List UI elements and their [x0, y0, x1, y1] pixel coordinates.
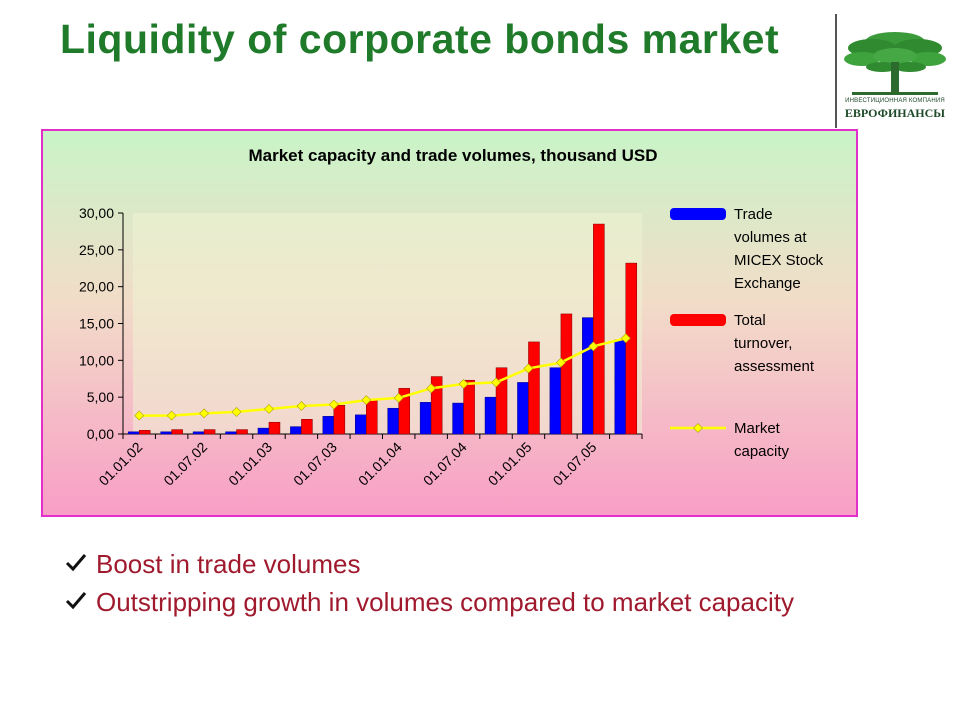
market-capacity-point	[199, 408, 210, 419]
market-capacity-point	[588, 341, 599, 352]
bar-micex	[290, 426, 302, 435]
chart-container: Market capacity and trade volumes, thous…	[41, 129, 858, 517]
bar-total-turnover	[268, 421, 281, 435]
legend-swatch-micex	[670, 208, 726, 220]
y-tick-label: 10,00	[79, 352, 114, 368]
bullet-list: Boost in trade volumes Outstripping grow…	[64, 548, 864, 624]
bar-total-turnover	[236, 429, 248, 435]
market-capacity-point	[166, 410, 177, 421]
bar-micex	[549, 367, 562, 435]
bar-micex	[614, 339, 627, 435]
legend-label-market-capacity: Market	[734, 420, 781, 437]
bar-micex	[127, 431, 140, 435]
legend-label-micex: volumes at	[734, 229, 807, 246]
bullet-text: Boost in trade volumes	[96, 549, 361, 579]
bullet-text: Outstripping growth in volumes compared …	[96, 587, 794, 617]
chart-svg: Market capacity and trade volumes, thous…	[43, 131, 856, 515]
legend-label-market-capacity: capacity	[734, 443, 790, 460]
market-capacity-point	[231, 406, 242, 417]
market-capacity-point	[555, 357, 566, 368]
y-tick-label: 30,00	[79, 205, 114, 221]
bar-total-turnover	[171, 429, 183, 435]
market-capacity-point	[393, 392, 404, 403]
logo-name: ЕВРОФИНАНСЫ	[844, 106, 946, 120]
bar-micex	[452, 402, 464, 435]
slide-title: Liquidity of corporate bonds market	[60, 16, 780, 62]
bar-total-turnover	[495, 367, 508, 435]
y-tick-label: 5,00	[87, 389, 114, 405]
bar-total-turnover	[593, 223, 605, 435]
bar-total-turnover	[528, 341, 540, 435]
y-tick-label: 0,00	[87, 426, 114, 442]
bar-micex	[484, 396, 497, 435]
market-capacity-point	[523, 363, 534, 374]
bar-micex	[257, 427, 270, 435]
checkmark-icon	[65, 554, 87, 572]
legend-label-total-turnover: assessment	[734, 358, 815, 375]
market-capacity-point	[296, 401, 307, 411]
chart-title: Market capacity and trade volumes, thous…	[248, 146, 657, 165]
bar-micex	[322, 416, 335, 435]
bar-total-turnover	[203, 429, 216, 435]
market-capacity-point	[491, 377, 501, 388]
bullet-item: Boost in trade volumes	[64, 548, 864, 580]
market-capacity-point	[620, 333, 631, 344]
market-capacity-point	[264, 404, 274, 414]
tree-icon	[844, 32, 946, 95]
bar-total-turnover	[398, 388, 410, 435]
y-tick-label: 25,00	[79, 242, 114, 258]
bar-micex	[355, 414, 367, 435]
y-tick-label: 20,00	[79, 279, 114, 295]
bar-total-turnover	[430, 376, 443, 435]
company-logo: ИНВЕСТИЦИОННАЯ КОМПАНИЯ ЕВРОФИНАНСЫ	[842, 26, 948, 126]
bar-total-turnover	[560, 313, 573, 435]
bar-total-turnover	[625, 262, 638, 435]
bar-total-turnover	[138, 430, 151, 435]
market-capacity-point	[328, 399, 339, 410]
header-divider	[835, 14, 837, 128]
bar-micex	[225, 431, 237, 435]
legend-label-total-turnover: turnover,	[734, 335, 792, 352]
checkmark-icon	[65, 592, 87, 610]
bar-micex	[192, 431, 205, 435]
bar-total-turnover	[333, 405, 346, 435]
logo-subtitle: ИНВЕСТИЦИОННАЯ КОМПАНИЯ	[845, 98, 945, 104]
legend-label-micex: Exchange	[734, 275, 801, 292]
market-capacity-line	[139, 337, 627, 417]
market-capacity-point	[426, 383, 437, 394]
market-capacity-point	[134, 410, 145, 421]
legend-marker-market-capacity	[693, 423, 703, 433]
legend-label-micex: Trade	[734, 206, 773, 223]
legend-label-micex: MICEX Stock	[734, 252, 824, 269]
bar-micex	[160, 431, 172, 435]
market-capacity-point	[361, 395, 372, 406]
y-tick-label: 15,00	[79, 316, 114, 332]
bar-total-turnover	[366, 399, 378, 435]
bar-micex	[582, 317, 594, 435]
bar-total-turnover	[463, 379, 475, 435]
market-capacity-point	[458, 378, 469, 389]
bar-total-turnover	[301, 419, 313, 435]
bar-micex	[517, 382, 529, 435]
bullet-item: Outstripping growth in volumes compared …	[64, 586, 864, 618]
legend-label-total-turnover: Total	[734, 312, 766, 329]
bar-micex	[387, 407, 399, 435]
bar-micex	[419, 402, 432, 435]
legend-swatch-total-turnover	[670, 314, 726, 326]
